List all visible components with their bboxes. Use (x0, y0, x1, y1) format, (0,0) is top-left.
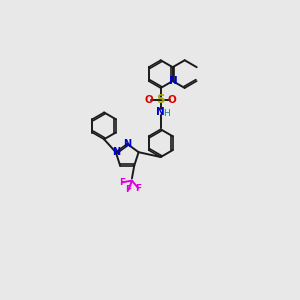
Text: O: O (145, 95, 154, 105)
Text: N: N (123, 139, 131, 149)
Text: S: S (156, 94, 165, 106)
Text: F: F (119, 178, 125, 187)
Text: N: N (169, 76, 178, 86)
Text: N: N (156, 107, 165, 117)
Text: N: N (112, 147, 120, 157)
Text: F: F (135, 184, 141, 193)
Text: H: H (163, 109, 170, 118)
Text: O: O (168, 95, 177, 105)
Text: F: F (126, 185, 132, 194)
